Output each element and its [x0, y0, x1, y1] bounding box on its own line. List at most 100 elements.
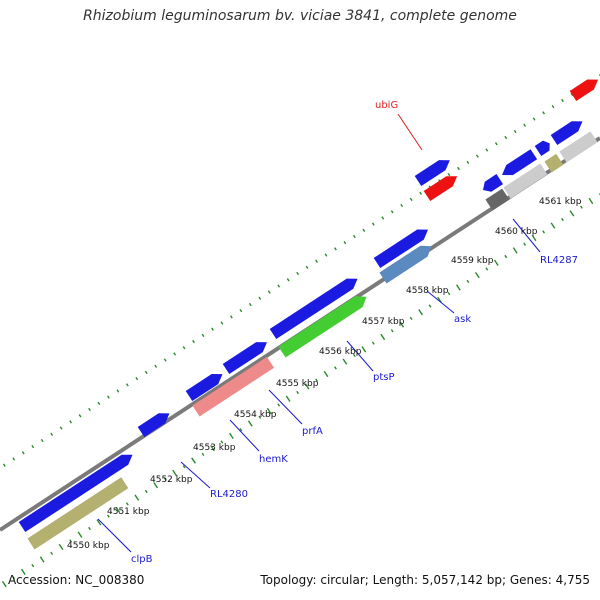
gene-label-ubig[interactable]: ubiG — [375, 100, 398, 111]
tick-mark — [277, 284, 281, 288]
tick-mark — [39, 556, 45, 563]
gene-feature-blue-shape — [550, 121, 583, 146]
gene-feature-olive-shape — [27, 477, 129, 550]
tick-mark — [457, 166, 460, 171]
tick-mark — [1, 581, 7, 588]
tick-mark — [96, 519, 102, 526]
tick-mark — [21, 451, 25, 455]
tick-mark — [267, 290, 271, 294]
scale-label: 4552 kbp — [150, 475, 193, 485]
gene-label-hemk[interactable]: hemK — [259, 454, 288, 465]
connector-ptsp — [346, 340, 374, 372]
tick-mark — [58, 543, 64, 551]
tick-mark — [220, 440, 224, 444]
gene-feature-gray-shape — [503, 163, 548, 199]
tick-mark — [315, 378, 318, 382]
gene-feature-blue-shape — [534, 140, 550, 157]
tick-mark — [286, 278, 290, 282]
gene-feature-red — [569, 79, 599, 102]
tick-mark — [361, 346, 367, 353]
tick-mark — [531, 234, 537, 242]
gene-label-clpb[interactable]: clpB — [131, 554, 153, 565]
tick-mark — [135, 377, 139, 381]
tick-mark — [551, 105, 555, 109]
gene-feature-salmon-shape — [192, 356, 275, 417]
gene-feature-blue — [550, 121, 583, 146]
gene-feature-blue-shape — [185, 374, 223, 402]
tick-mark — [12, 576, 16, 580]
label-connectors — [97, 113, 541, 553]
gene-label-ptsp[interactable]: ptsP — [373, 372, 395, 383]
tick-mark — [523, 242, 527, 246]
gene-label-rl4280[interactable]: RL4280 — [210, 489, 248, 500]
gene-feature-gray-shape — [559, 131, 598, 163]
tick-mark — [12, 457, 16, 461]
tick-mark — [324, 253, 328, 257]
map-title: Rhizobium leguminosarum bv. viciae 3841,… — [83, 8, 517, 24]
tick-mark — [419, 191, 422, 195]
gene-label-ask[interactable]: ask — [454, 314, 471, 325]
tick-mark — [475, 154, 479, 158]
tick-mark — [220, 321, 224, 325]
tick-mark — [191, 457, 196, 464]
tick-mark — [474, 272, 480, 279]
gene-feature-steel — [379, 245, 432, 284]
gene-features — [18, 79, 599, 550]
tick-mark — [493, 259, 499, 266]
tick-mark — [323, 370, 329, 378]
gene-feature-blue-shape — [269, 278, 358, 340]
tick-mark — [353, 234, 356, 239]
tick-mark — [542, 111, 545, 115]
gene-feature-blue — [373, 229, 429, 269]
tick-mark — [211, 327, 214, 331]
tick-mark — [230, 315, 233, 319]
tick-mark — [248, 302, 252, 307]
tick-mark — [40, 438, 44, 443]
tick-mark — [305, 265, 309, 269]
tick-mark — [163, 358, 167, 362]
connector-ask — [426, 290, 455, 314]
tick-mark — [569, 210, 575, 217]
tick-mark — [399, 321, 405, 328]
tick-mark — [296, 271, 299, 276]
tick-mark — [163, 477, 167, 481]
scale-label: 4561 kbp — [539, 197, 582, 207]
tick-mark — [409, 316, 413, 320]
gene-label-prfa[interactable]: prfA — [302, 426, 323, 437]
scale-label: 4550 kbp — [67, 541, 110, 551]
gene-feature-blue — [222, 342, 268, 375]
tick-mark — [304, 383, 310, 390]
gene-label-rl4287[interactable]: RL4287 — [540, 255, 578, 266]
gene-feature-red — [423, 176, 458, 202]
connector-rl4287 — [512, 218, 541, 253]
tick-mark — [381, 216, 385, 220]
gene-feature-green-shape — [278, 296, 367, 358]
gene-feature-steel-shape — [379, 245, 432, 284]
tick-mark — [371, 222, 375, 226]
scale-label: 4554 kbp — [234, 410, 277, 420]
tick-mark — [428, 304, 432, 308]
tick-mark — [153, 482, 159, 489]
gene-feature-blue-shape — [373, 229, 429, 269]
tick-mark — [107, 514, 110, 518]
tick-mark — [390, 329, 394, 333]
gene-feature-blue — [502, 149, 538, 176]
tick-mark — [201, 452, 205, 456]
tick-mark — [588, 197, 594, 205]
tick-mark — [343, 241, 347, 245]
gene-feature-blue-shape — [502, 149, 538, 176]
tick-mark — [342, 358, 348, 365]
scale-label: 4551 kbp — [107, 507, 150, 517]
gene-feature-gray — [503, 163, 548, 199]
gene-feature-blue-shape — [483, 174, 504, 192]
connector-prfa — [268, 389, 303, 425]
tick-mark — [182, 346, 186, 350]
tick-mark — [239, 428, 243, 432]
tick-mark — [116, 389, 120, 393]
gene-feature-olive — [544, 153, 564, 173]
tick-mark — [266, 407, 272, 415]
tick-mark — [466, 279, 470, 283]
tick-mark — [456, 284, 461, 291]
tick-mark — [580, 205, 583, 209]
